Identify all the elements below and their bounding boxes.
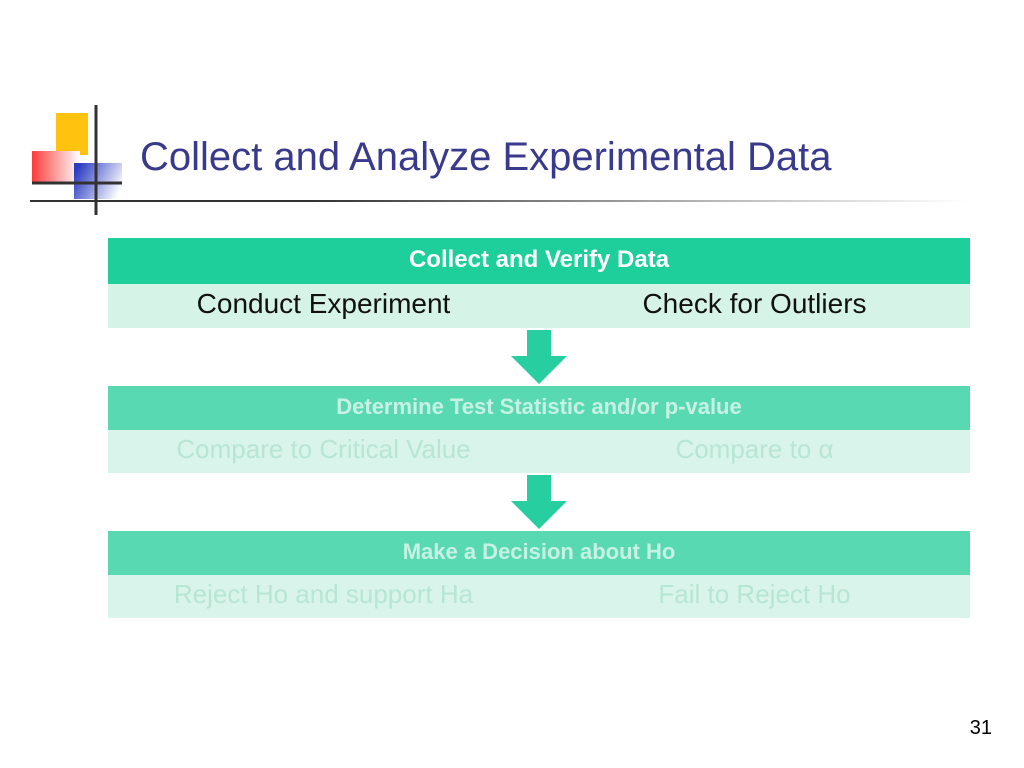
flow-block-1-cell-2: Check for Outliers <box>539 284 970 328</box>
flow-block-2: Determine Test Statistic and/or p-value … <box>108 386 970 473</box>
flow-arrow-2 <box>108 473 970 531</box>
down-arrow-icon <box>509 328 569 386</box>
flow-block-2-cell-2: Compare to α <box>539 430 970 473</box>
flow-block-3: Make a Decision about Ho Reject Ho and s… <box>108 531 970 618</box>
flowchart: Collect and Verify Data Conduct Experime… <box>108 238 970 618</box>
slide-title: Collect and Analyze Experimental Data <box>140 135 831 180</box>
flow-block-3-header: Make a Decision about Ho <box>108 531 970 575</box>
flow-block-3-cell-2: Fail to Reject Ho <box>539 575 970 618</box>
down-arrow-icon <box>509 473 569 531</box>
flow-block-1-row: Conduct Experiment Check for Outliers <box>108 284 970 328</box>
title-underline <box>30 200 970 202</box>
page-number: 31 <box>970 717 992 740</box>
flow-block-1: Collect and Verify Data Conduct Experime… <box>108 238 970 328</box>
flow-block-3-cell-1: Reject Ho and support Ha <box>108 575 539 618</box>
corner-decor-icon <box>32 105 122 215</box>
flow-block-2-row: Compare to Critical Value Compare to α <box>108 430 970 473</box>
flow-block-2-header: Determine Test Statistic and/or p-value <box>108 386 970 430</box>
flow-block-1-cell-1: Conduct Experiment <box>108 284 539 328</box>
flow-arrow-1 <box>108 328 970 386</box>
flow-block-3-row: Reject Ho and support Ha Fail to Reject … <box>108 575 970 618</box>
flow-block-2-cell-1: Compare to Critical Value <box>108 430 539 473</box>
flow-block-1-header: Collect and Verify Data <box>108 238 970 284</box>
